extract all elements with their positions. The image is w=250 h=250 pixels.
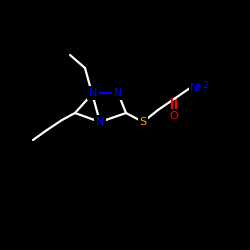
Text: NH: NH [190,83,207,93]
Text: O: O [170,111,178,121]
Text: 2: 2 [202,80,207,90]
Text: N: N [96,117,104,127]
Text: N: N [89,88,97,98]
Text: N: N [114,88,122,98]
Text: S: S [140,117,146,127]
